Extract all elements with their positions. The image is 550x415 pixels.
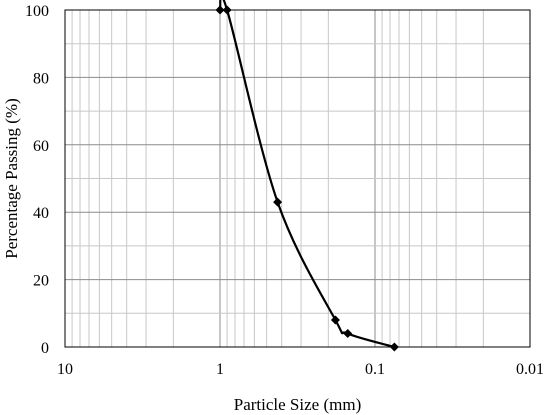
x-tick-label: 0.1 — [365, 361, 385, 378]
x-axis-title: Particle Size (mm) — [234, 395, 361, 414]
data-point-marker — [389, 342, 399, 352]
x-tick-label: 10 — [57, 361, 73, 378]
x-tick-labels: 10 1 0.1 0.01 — [57, 361, 544, 378]
series-line — [218, 0, 395, 349]
y-tick-label: 20 — [33, 273, 49, 290]
grid — [64, 9, 531, 348]
x-tick-label: 1 — [216, 361, 224, 378]
plot-frame — [64, 9, 531, 348]
data-point-marker — [222, 5, 232, 15]
y-tick-label: 0 — [41, 340, 49, 357]
x-tick-label: 0.01 — [516, 361, 544, 378]
data-point-marker — [330, 315, 340, 325]
y-axis-title: Percentage Passing (%) — [2, 98, 21, 259]
data-point-marker — [215, 5, 225, 15]
y-tick-label: 100 — [25, 3, 49, 20]
data-point-marker — [273, 197, 283, 207]
data-series — [215, 0, 399, 352]
y-tick-label: 60 — [33, 138, 49, 155]
data-point-marker — [343, 329, 353, 339]
y-tick-label: 40 — [33, 205, 49, 222]
y-tick-labels: 0 20 40 60 80 100 — [25, 3, 49, 357]
y-tick-label: 80 — [33, 70, 49, 87]
